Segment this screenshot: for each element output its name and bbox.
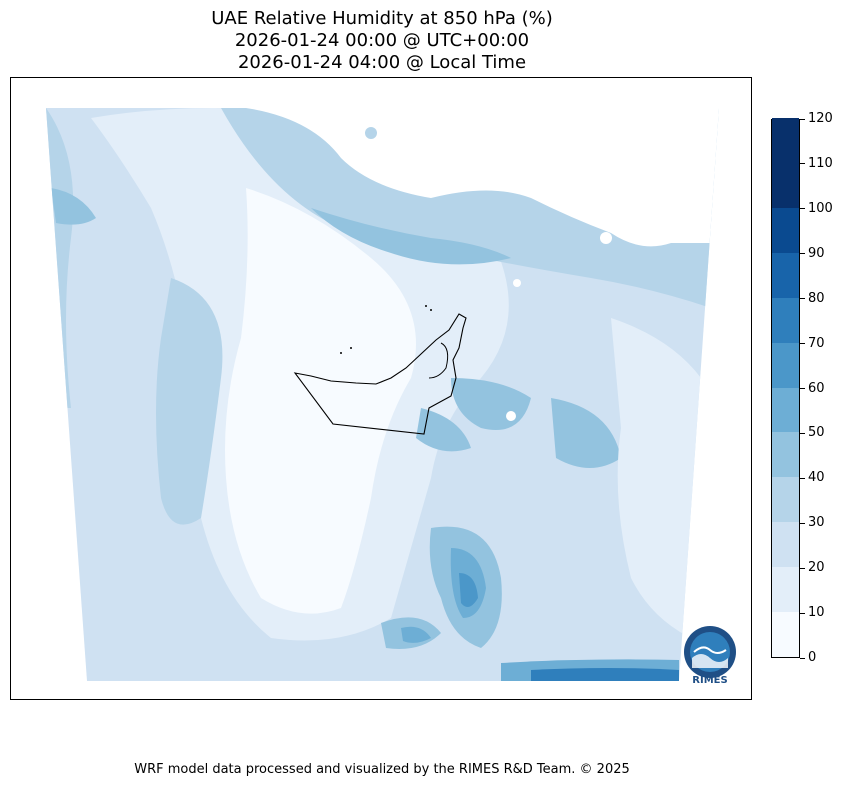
colorbar-segment (772, 207, 799, 253)
colorbar (771, 117, 800, 658)
humidity-field (46, 108, 719, 681)
colorbar-segment (772, 566, 799, 613)
colorbar-segment (772, 117, 799, 163)
colorbar-segment (772, 297, 799, 343)
footer-credit: WRF model data processed and visualized … (134, 762, 630, 777)
colorbar-segment (772, 476, 799, 523)
colorbar-tick (800, 208, 805, 210)
colorbar-tick-label: 60 (808, 380, 825, 396)
colorbar-tick-label: 110 (808, 155, 833, 171)
colorbar-tick-label: 120 (808, 111, 833, 126)
colorbar-segment (772, 611, 799, 657)
colorbar-tick (800, 118, 805, 120)
colorbar-tick (800, 163, 805, 165)
colorbar-segment (772, 162, 799, 208)
colorbar-tick (800, 298, 805, 300)
title-line-2: 2026-01-24 00:00 @ UTC+00:00 (234, 30, 530, 51)
map-title: UAE Relative Humidity at 850 hPa (%) 202… (10, 8, 754, 74)
colorbar-tick-label: 0 (808, 650, 817, 665)
colorbar-tick (800, 522, 805, 524)
colorbar-tick (800, 657, 805, 659)
colorbar-tick (800, 612, 805, 614)
humidity-map (46, 108, 719, 681)
title-line-3: 2026-01-24 04:00 @ Local Time (237, 52, 527, 73)
colorbar-tick-label: 20 (808, 560, 825, 576)
colorbar-segment (772, 342, 799, 388)
colorbar-tick (800, 388, 805, 389)
map-panel: RIMES (10, 77, 752, 700)
colorbar-tick (800, 567, 805, 569)
title-line-1: UAE Relative Humidity at 850 hPa (%) (211, 8, 553, 29)
colorbar-tick (800, 253, 805, 255)
colorbar-segment (772, 431, 799, 478)
colorbar-segment (772, 387, 799, 433)
colorbar-segment (772, 252, 799, 298)
colorbar-tick (800, 477, 805, 479)
colorbar-tick-label: 70 (808, 335, 825, 351)
colorbar-segment (772, 521, 799, 568)
uae-border (293, 313, 467, 435)
colorbar-tick-label: 80 (808, 290, 825, 306)
colorbar-tick-label: 100 (808, 200, 833, 216)
colorbar-tick-label: 90 (808, 245, 825, 261)
colorbar-tick-label: 30 (808, 515, 825, 531)
colorbar-tick (800, 343, 805, 345)
rimes-logo-text: RIMES (692, 675, 728, 686)
colorbar-tick-label: 50 (808, 425, 825, 441)
rimes-logo: RIMES (679, 624, 741, 688)
colorbar-tick-label: 40 (808, 470, 825, 486)
colorbar-tick-label: 10 (808, 605, 825, 621)
colorbar-tick (800, 432, 805, 434)
